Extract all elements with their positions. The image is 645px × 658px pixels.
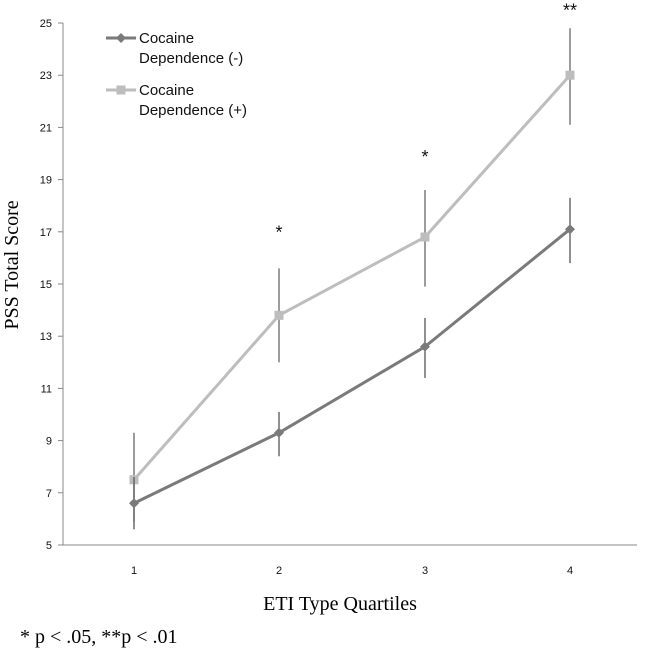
y-tick-label: 23 xyxy=(40,70,52,82)
legend-item-2: Cocaine Dependence (+) xyxy=(106,82,247,119)
x-axis-label: ETI Type Quartiles xyxy=(263,593,417,615)
significance-footnote: * p < .05, **p < .01 xyxy=(20,626,178,648)
y-tick-label: 21 xyxy=(40,122,52,134)
y-tick-label: 9 xyxy=(46,436,52,448)
legend-label: Dependence (-) xyxy=(139,50,243,67)
legend-label: Cocaine xyxy=(139,30,194,47)
y-tick-label: 15 xyxy=(40,279,52,291)
y-axis-label: PSS Total Score xyxy=(1,200,23,329)
legend-label: Cocaine xyxy=(139,82,194,99)
legend-label: Dependence (+) xyxy=(139,102,247,119)
annotation-layer: **** xyxy=(275,1,577,243)
x-tick-label: 1 xyxy=(131,565,137,577)
x-tick-label: 3 xyxy=(422,565,428,577)
data-point-diamond xyxy=(116,33,126,43)
series-1 xyxy=(129,197,575,530)
y-tick-label: 5 xyxy=(46,540,52,552)
y-tick-label: 13 xyxy=(40,331,52,343)
legend-item-1: Cocaine Dependence (-) xyxy=(106,30,243,67)
data-point-square xyxy=(116,85,126,95)
significance-marker: * xyxy=(421,147,428,167)
significance-marker: ** xyxy=(563,1,577,21)
data-point-square xyxy=(420,232,430,242)
y-tick-label: 7 xyxy=(46,488,52,500)
y-tick-label: 19 xyxy=(40,175,52,187)
y-tick-label: 25 xyxy=(40,18,52,30)
data-point-diamond xyxy=(274,427,284,438)
data-point-diamond xyxy=(129,498,139,509)
y-tick-label: 17 xyxy=(40,227,52,239)
y-tick-label: 11 xyxy=(41,383,52,395)
x-tick-label: 4 xyxy=(567,565,573,577)
series-layer xyxy=(129,28,575,530)
significance-marker: * xyxy=(275,223,282,243)
data-point-diamond xyxy=(420,341,430,352)
data-point-square xyxy=(274,310,284,320)
x-tick-label: 2 xyxy=(276,565,282,577)
legend: Cocaine Dependence (-) Cocaine Dependence (… xyxy=(106,30,247,119)
series-line xyxy=(132,74,572,481)
series-line xyxy=(133,228,571,505)
data-point-square xyxy=(565,70,575,80)
data-point-diamond xyxy=(565,224,575,235)
